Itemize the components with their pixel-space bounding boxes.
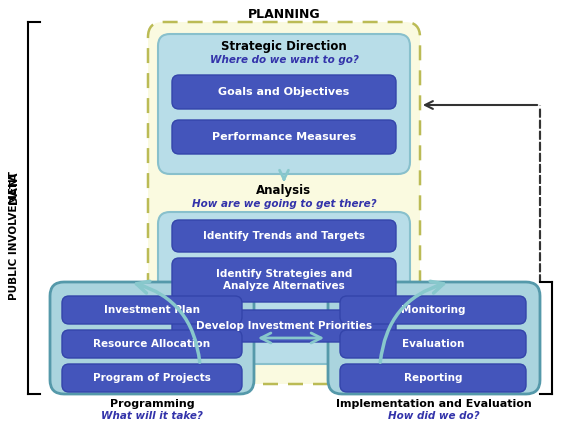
Text: Strategic Direction: Strategic Direction: [221, 40, 347, 53]
FancyBboxPatch shape: [50, 282, 254, 394]
Text: Identify Strategies and
Analyze Alternatives: Identify Strategies and Analyze Alternat…: [216, 269, 352, 291]
FancyBboxPatch shape: [62, 330, 242, 358]
Text: How are we going to get there?: How are we going to get there?: [192, 199, 376, 209]
FancyBboxPatch shape: [172, 258, 396, 302]
Text: What will it take?: What will it take?: [101, 411, 203, 421]
FancyBboxPatch shape: [328, 282, 540, 394]
Text: Resource Allocation: Resource Allocation: [93, 339, 211, 349]
Text: Goals and Objectives: Goals and Objectives: [218, 87, 350, 97]
Text: Programming: Programming: [110, 399, 194, 409]
FancyBboxPatch shape: [172, 120, 396, 154]
Text: Analysis: Analysis: [256, 184, 312, 196]
FancyBboxPatch shape: [172, 310, 396, 342]
Text: PUBLIC INVOLVEMENT: PUBLIC INVOLVEMENT: [9, 172, 19, 300]
Text: How did we do?: How did we do?: [388, 411, 480, 421]
Text: Implementation and Evaluation: Implementation and Evaluation: [336, 399, 532, 409]
FancyBboxPatch shape: [158, 212, 410, 364]
FancyBboxPatch shape: [340, 296, 526, 324]
Text: Where do we want to go?: Where do we want to go?: [209, 55, 359, 65]
FancyBboxPatch shape: [148, 22, 420, 384]
Text: PLANNING: PLANNING: [248, 8, 320, 20]
Text: Monitoring: Monitoring: [401, 305, 465, 315]
FancyBboxPatch shape: [340, 330, 526, 358]
FancyBboxPatch shape: [62, 296, 242, 324]
FancyBboxPatch shape: [172, 220, 396, 252]
Text: Program of Projects: Program of Projects: [93, 373, 211, 383]
FancyBboxPatch shape: [62, 364, 242, 392]
Text: Develop Investment Priorities: Develop Investment Priorities: [196, 321, 372, 331]
Text: Performance Measures: Performance Measures: [212, 132, 356, 142]
Text: Reporting: Reporting: [404, 373, 462, 383]
Text: Evaluation: Evaluation: [402, 339, 464, 349]
FancyBboxPatch shape: [172, 75, 396, 109]
FancyBboxPatch shape: [340, 364, 526, 392]
Text: DATA: DATA: [9, 172, 19, 204]
FancyBboxPatch shape: [158, 34, 410, 174]
Text: Identify Trends and Targets: Identify Trends and Targets: [203, 231, 365, 241]
Text: Investment Plan: Investment Plan: [104, 305, 200, 315]
